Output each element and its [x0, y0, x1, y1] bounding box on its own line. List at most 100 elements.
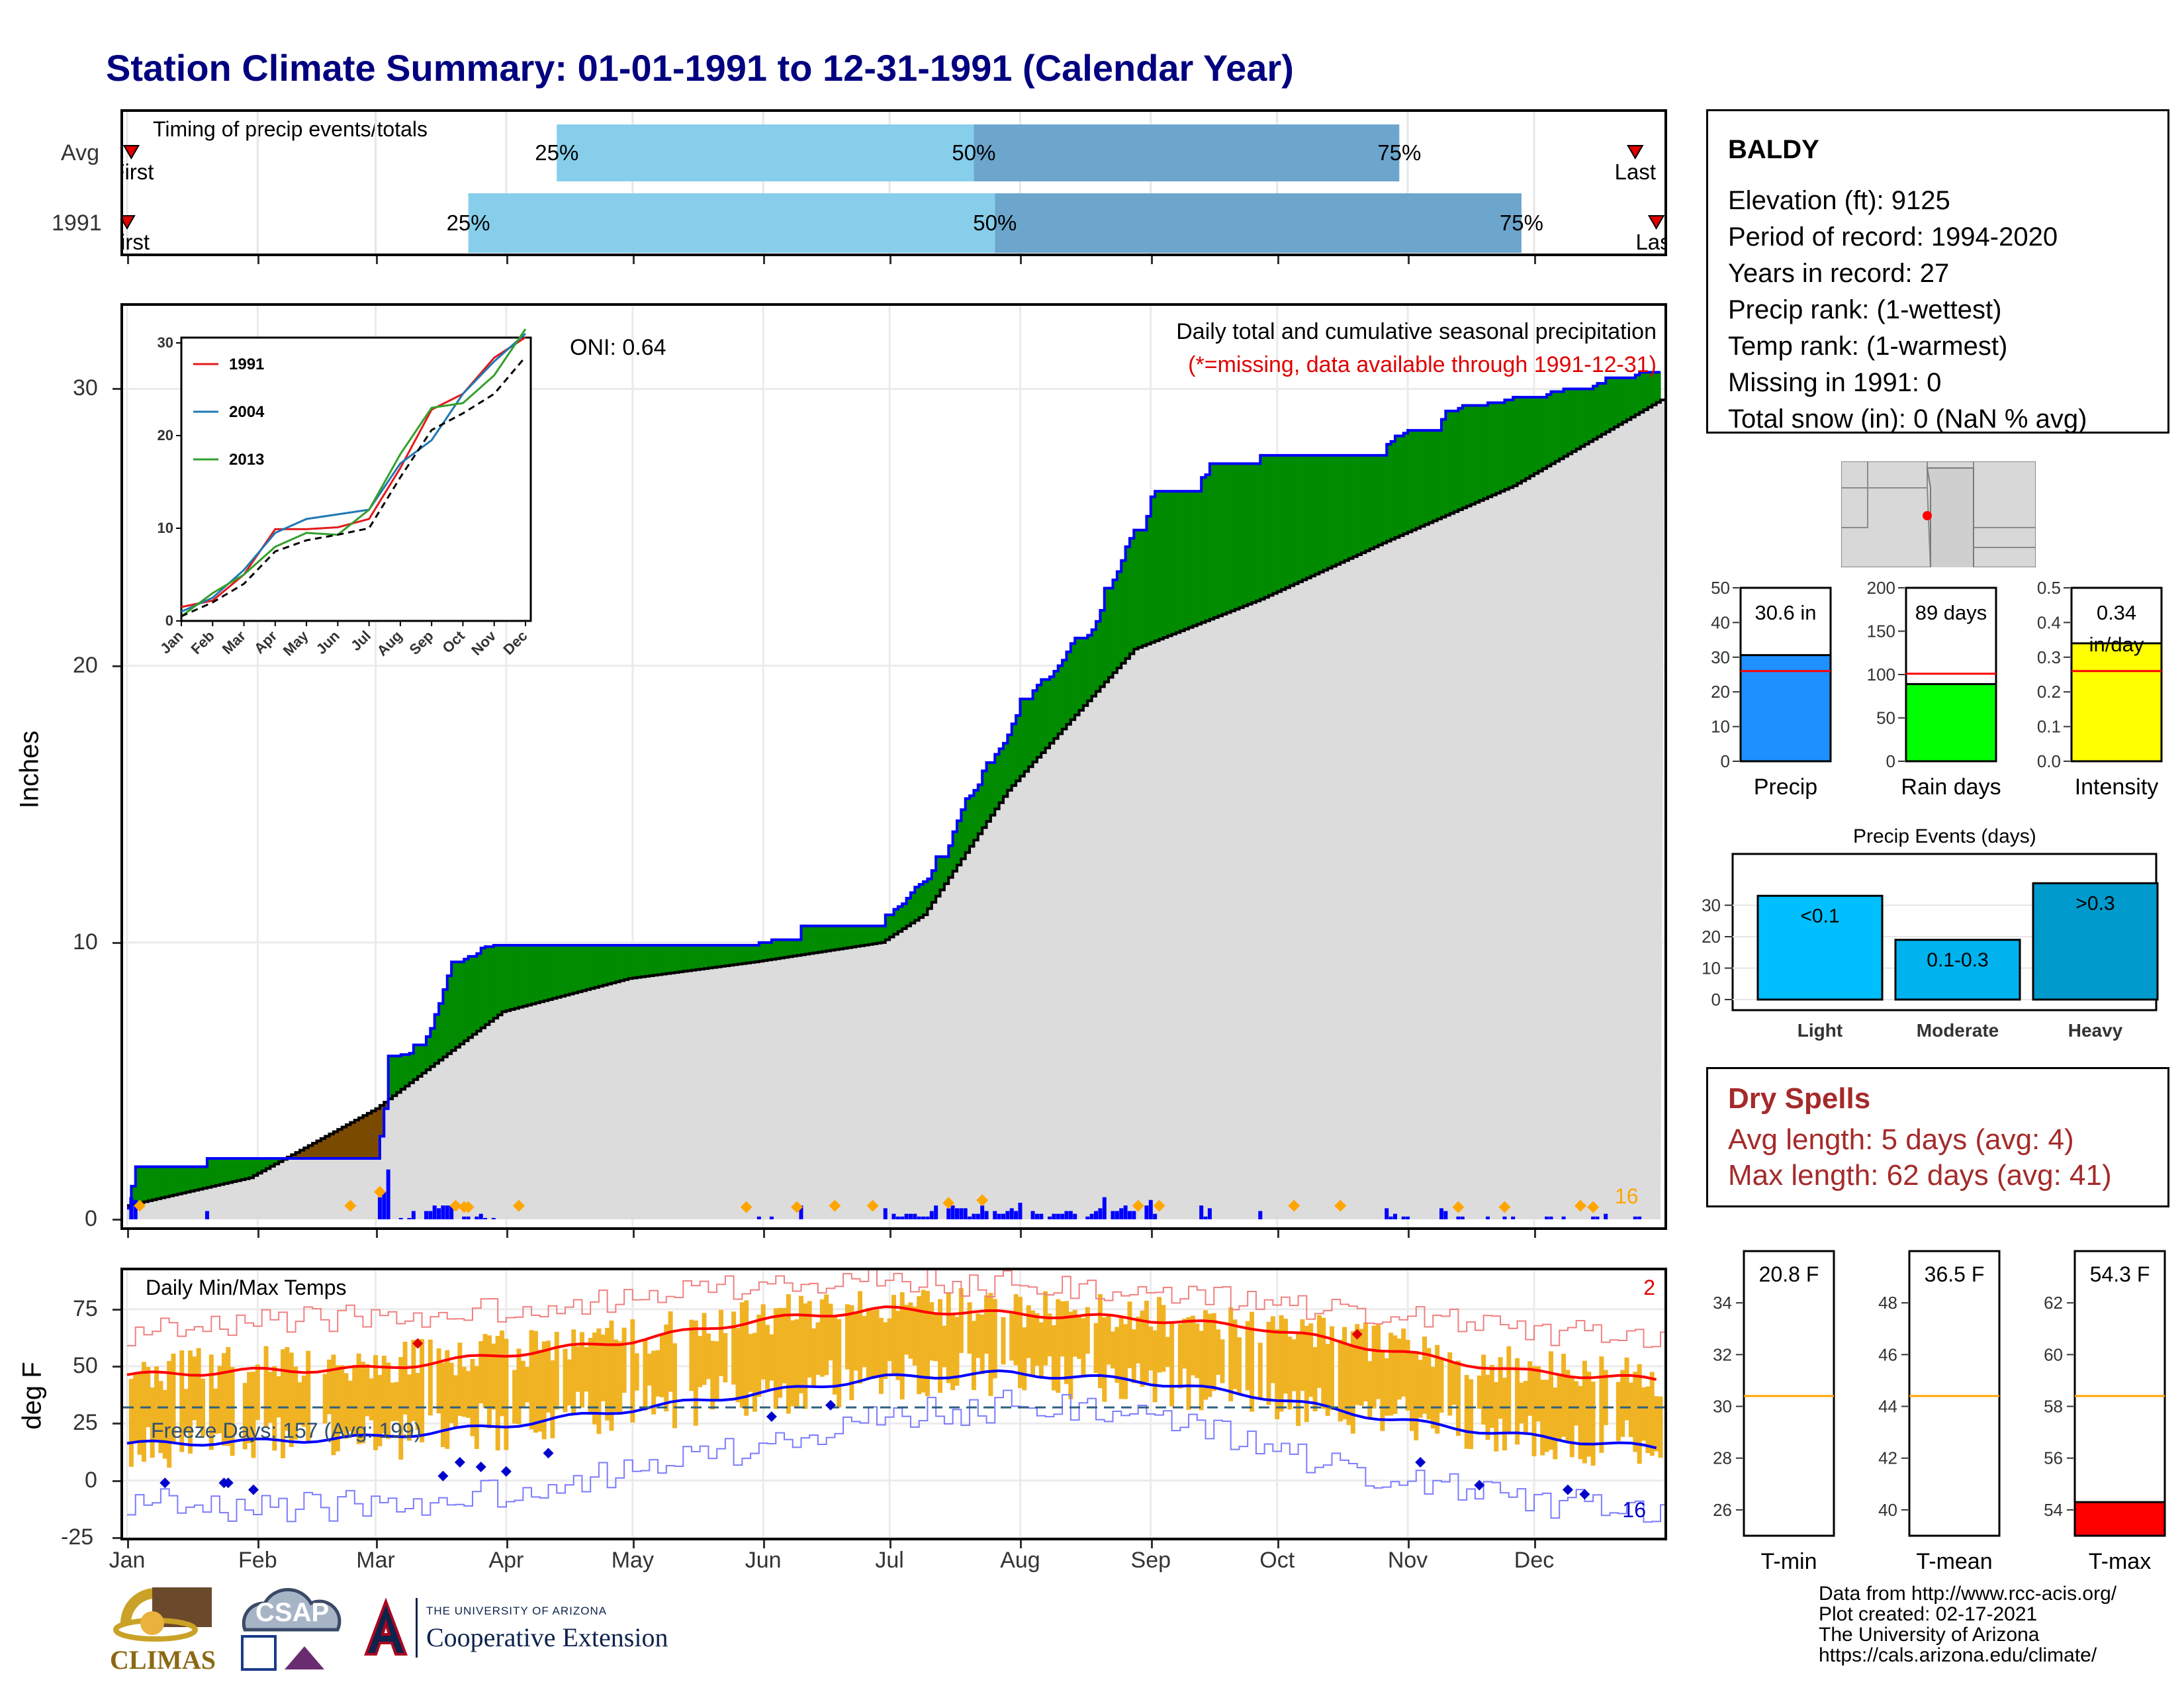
daily-temp-range-bar	[1115, 1327, 1120, 1383]
daily-precip-bar	[424, 1211, 428, 1219]
precip-departure-bar	[776, 939, 781, 959]
daily-temp-range-bar	[1216, 1329, 1221, 1375]
record-max-line	[127, 1270, 1664, 1348]
precip-departure-bar	[1091, 630, 1097, 696]
precip-y-tick-mark	[113, 941, 120, 944]
daily-temp-range-bar	[1123, 1324, 1128, 1399]
daily-temp-range-bar	[436, 1348, 441, 1414]
precip-departure-bar	[864, 925, 869, 945]
precip-departure-bar	[1369, 455, 1375, 549]
daily-temp-range-bar	[281, 1349, 286, 1458]
daily-temp-range-bar	[735, 1328, 741, 1403]
precip-departure-bar	[459, 962, 465, 1045]
daily-temp-range-bar	[1308, 1323, 1314, 1397]
precip-departure-bar	[375, 1108, 381, 1158]
events-chart: 0 10 20 30 <0.1 Light 0.1-0.3 Moderate >0.3 Heavy	[1702, 853, 2159, 1041]
precip-panel: Daily total and cumulative seasonal prec…	[120, 303, 1667, 1230]
daily-precip-bar	[1009, 1208, 1014, 1219]
precip-departure-bar	[678, 945, 684, 972]
precip-departure-bar	[1437, 430, 1442, 519]
precip-departure-bar	[658, 945, 663, 975]
daily-precip-bar	[1595, 1216, 1600, 1219]
month-tick-mark	[506, 1540, 508, 1548]
month-tick-mark	[1277, 1230, 1279, 1238]
first-event-label: First	[123, 160, 154, 184]
precip-departure-bar	[1374, 455, 1379, 547]
precip-departure-bar	[464, 959, 469, 1041]
daily-temp-range-bar	[596, 1328, 602, 1434]
daily-temp-range-bar	[1047, 1313, 1052, 1357]
daily-temp-range-bar	[550, 1360, 555, 1438]
daily-temp-range-bar	[457, 1342, 463, 1416]
daily-precip-bar	[441, 1205, 445, 1219]
station-period: Period of record: 1994-2020	[1728, 222, 2058, 252]
summary-y-tick-label: 150	[1867, 622, 1895, 641]
precip-departure-bar	[1458, 408, 1463, 510]
precip-departure-bar	[1597, 383, 1602, 437]
precip-departure-bar	[266, 1158, 271, 1169]
daily-precip-bar	[1039, 1213, 1044, 1219]
precip-departure-bar	[1175, 491, 1181, 633]
precip-departure-bar	[413, 1045, 418, 1080]
daily-temp-range-bar	[1376, 1325, 1381, 1399]
precip-departure-bar	[1269, 455, 1273, 596]
precip-departure-bar	[1488, 402, 1492, 497]
inset-series-line	[181, 332, 526, 613]
month-tick-mark	[257, 1230, 260, 1238]
daily-temp-range-bar	[1203, 1310, 1208, 1400]
daily-temp-range-bar	[1355, 1324, 1360, 1405]
daily-temp-range-bar	[1388, 1333, 1394, 1416]
precip-departure-bar	[228, 1158, 233, 1183]
daily-precip-bar	[466, 1216, 471, 1219]
precip-departure-bar	[877, 925, 882, 943]
events-range-label: >0.3	[2075, 892, 2115, 914]
daily-precip-bar	[895, 1216, 900, 1219]
daily-precip-bar	[428, 1211, 433, 1219]
heavy-event-marker	[344, 1199, 357, 1212]
precip-departure-bar	[523, 945, 528, 1006]
precip-departure-bar	[970, 796, 975, 847]
precip-departure-bar	[1020, 698, 1025, 776]
precip-departure-bar	[1273, 455, 1278, 594]
record-low-marker	[248, 1484, 259, 1495]
temps-y-tick-label: 0	[85, 1467, 97, 1493]
precip-departure-bar	[1399, 436, 1404, 536]
daily-temp-range-bar	[486, 1335, 492, 1429]
summary-y-tick-label: 0	[1721, 751, 1730, 771]
daily-temp-range-bar	[201, 1378, 206, 1437]
precip-departure-bar	[586, 945, 591, 990]
first-event-label: First	[123, 230, 150, 254]
first-event-marker	[123, 215, 136, 230]
month-tick-mark	[375, 256, 378, 264]
precip-departure-bar	[1433, 430, 1438, 521]
precip-departure-bar	[1500, 402, 1506, 492]
precip-departure-bar	[426, 1037, 431, 1070]
daily-temp-range-bar	[171, 1353, 176, 1442]
daily-temp-range-bar	[276, 1376, 281, 1418]
heavy-event-marker	[740, 1201, 752, 1213]
precip-departure-bar	[257, 1158, 263, 1174]
station-snow: Total snow (in): 0 (NaN % avg)	[1728, 404, 2087, 434]
precip-departure-bar	[557, 945, 562, 998]
daily-temp-range-bar	[500, 1331, 505, 1417]
precip-departure-bar	[641, 945, 646, 977]
precip-departure-bar	[1109, 588, 1114, 678]
precip-departure-bar	[704, 945, 709, 969]
heavy-event-marker	[373, 1186, 386, 1198]
heavy-event-marker	[1498, 1201, 1511, 1213]
precip-departure-bar	[1428, 430, 1433, 523]
precip-departure-bar	[443, 989, 448, 1057]
station-info-box: BALDY Elevation (ft): 9125 Period of rec…	[1706, 109, 2169, 434]
precip-departure-bar	[325, 1136, 330, 1158]
precip-departure-bar	[662, 945, 667, 974]
month-tick-mark	[1150, 1540, 1153, 1548]
daily-temp-range-bar	[1081, 1318, 1086, 1376]
precip-departure-bar	[1475, 405, 1480, 502]
daily-temp-range-bar	[1409, 1350, 1414, 1431]
summary-value-label: 30.6 in	[1754, 601, 1816, 624]
daily-temp-range-bar	[870, 1310, 876, 1380]
precip-departure-bar	[346, 1125, 351, 1158]
record-high-marker	[412, 1338, 424, 1349]
summary-y-tick-label: 50	[1711, 578, 1730, 598]
daily-temp-range-bar	[1569, 1378, 1574, 1458]
